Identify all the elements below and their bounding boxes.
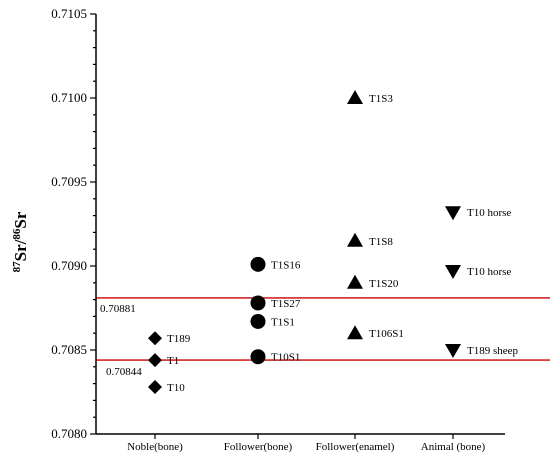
reference-line-label: 0.70881	[100, 303, 136, 315]
data-points: T189 T1 T10 T1S16 T1S27 T1S1 T10S1 T1S3 T1S8 T1S2…	[148, 90, 519, 394]
triangle-up-marker	[347, 274, 363, 289]
x-category-label: Follower(bone)	[224, 441, 293, 453]
reference-line-label: 0.70844	[106, 366, 142, 378]
y-axis-label-sup1: 87	[11, 261, 23, 273]
circle-marker	[250, 295, 266, 311]
point-label: T10 horse	[467, 207, 511, 219]
diamond-marker	[148, 331, 162, 346]
point-label: T189 sheep	[467, 345, 519, 357]
y-axis-label-sup2: 86	[11, 228, 23, 240]
point-label: T1S3	[369, 93, 393, 105]
circle-marker	[250, 256, 266, 272]
point-label: T1S27	[271, 298, 301, 310]
point-label: T106S1	[369, 328, 404, 340]
diamond-marker	[148, 379, 162, 394]
y-axis-label-main1: Sr/	[11, 239, 30, 261]
point-label: T10S1	[271, 352, 300, 364]
point-label: T1	[167, 355, 179, 367]
point-label: T10 horse	[467, 266, 511, 278]
x-category-label: Animal (bone)	[421, 441, 486, 453]
triangle-down-marker	[445, 265, 461, 280]
point-label: T10	[167, 382, 185, 394]
point-label: T1S1	[271, 316, 295, 328]
x-axis: Noble(bone) Follower(bone) Follower(enamel…	[96, 433, 505, 453]
circle-marker	[250, 349, 266, 365]
x-category-label: Noble(bone)	[127, 441, 183, 453]
triangle-down-marker	[445, 206, 461, 221]
point-label: T1S8	[369, 236, 393, 248]
point-label: T1S20	[369, 278, 399, 290]
y-axis-label-main2: Sr	[11, 211, 30, 228]
point-label: T1S16	[271, 259, 301, 271]
y-axis: 0.7080 0.7085 0.7090 0.7095 0.7100 0.7105	[51, 6, 97, 441]
point-label: T189	[167, 333, 191, 345]
y-axis-label: 87Sr/86Sr	[11, 211, 30, 272]
triangle-down-marker	[445, 344, 461, 358]
y-tick-label: 0.7080	[51, 426, 87, 441]
triangle-up-marker	[347, 90, 363, 104]
y-tick-label: 0.7100	[51, 90, 87, 105]
y-tick-label: 0.7090	[51, 258, 87, 273]
y-tick-label: 0.7095	[51, 174, 87, 189]
diamond-marker	[148, 353, 162, 368]
x-category-label: Follower(enamel)	[316, 441, 395, 453]
triangle-up-marker	[347, 232, 363, 247]
triangle-up-marker	[347, 325, 363, 340]
y-tick-label: 0.7085	[51, 342, 87, 357]
circle-marker	[250, 313, 266, 329]
y-tick-label: 0.7105	[51, 6, 87, 21]
reference-lines: 0.70881 0.70844	[96, 297, 550, 378]
